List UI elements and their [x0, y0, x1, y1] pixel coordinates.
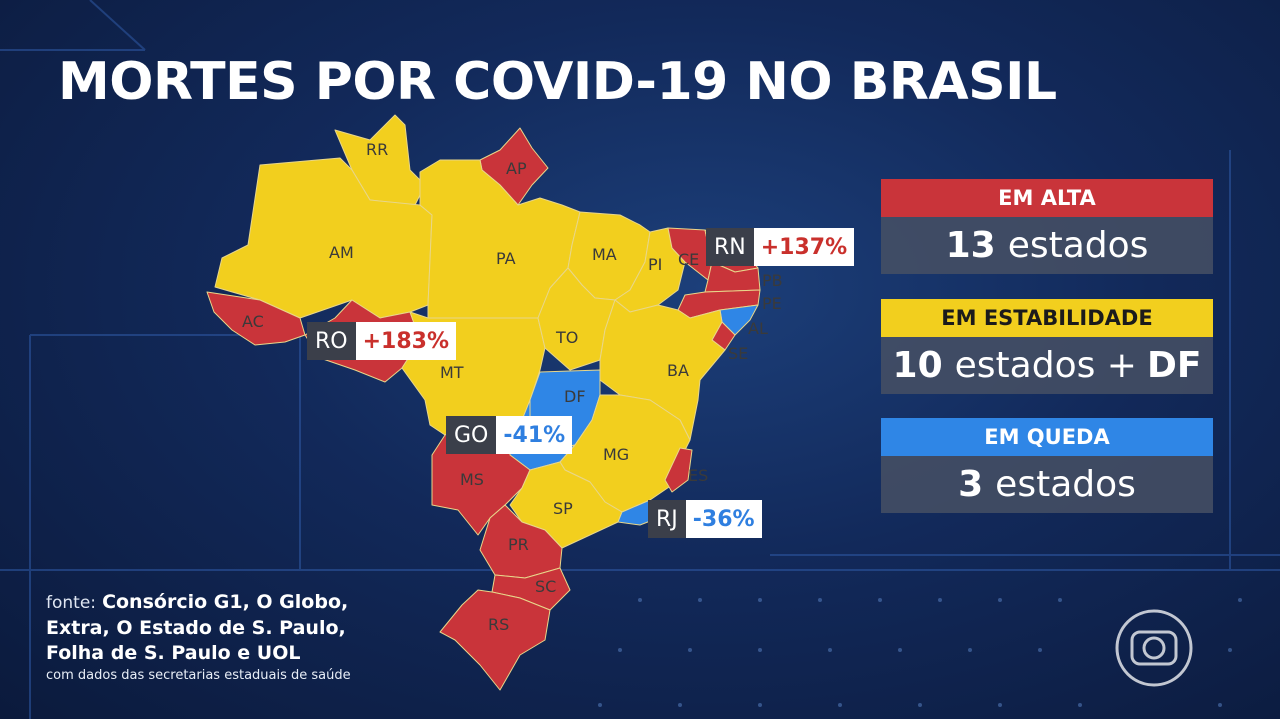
label-RR: RR: [366, 140, 388, 159]
label-PA: PA: [496, 249, 516, 268]
label-PE: PE: [762, 294, 782, 313]
label-AC: AC: [242, 312, 264, 331]
callout-value: +137%: [753, 228, 855, 266]
source-prefix: fonte:: [46, 593, 97, 613]
label-AL: AL: [748, 319, 768, 338]
panel-rising-header: EM ALTA: [881, 179, 1213, 217]
state-PR[interactable]: [479, 504, 563, 579]
panel-falling-unit: estados: [995, 464, 1136, 505]
callout-ro: RO +183%: [307, 322, 457, 360]
source-line-1: Consórcio G1, O Globo,: [102, 591, 349, 613]
panel-rising-count: 13: [945, 225, 996, 266]
label-AP: AP: [506, 159, 527, 178]
callout-value: -36%: [685, 500, 762, 538]
label-BA: BA: [667, 361, 689, 380]
page-title: MORTES POR COVID-19 NO BRASIL: [58, 52, 1057, 112]
state-SP[interactable]: [509, 461, 623, 549]
label-MS: MS: [460, 470, 484, 489]
panel-rising-unit: estados: [1007, 225, 1149, 266]
panel-stable-body: 10 estados + DF: [881, 337, 1213, 394]
source-credits: fonte: Consórcio G1, O Globo, Extra, O E…: [46, 590, 351, 686]
panel-falling-header: EM QUEDA: [881, 418, 1213, 456]
panel-rising: EM ALTA 13 estados: [881, 179, 1213, 274]
panel-falling-count: 3: [958, 464, 984, 505]
label-MA: MA: [592, 245, 617, 264]
label-RS: RS: [488, 615, 509, 634]
globo-logo-icon: [1115, 609, 1193, 687]
panel-falling: EM QUEDA 3 estados: [881, 418, 1213, 513]
label-PB: PB: [762, 271, 783, 290]
callout-code: RO: [307, 322, 356, 360]
state-ES[interactable]: [664, 447, 693, 493]
source-line-3: Folha de S. Paulo e UOL: [46, 642, 301, 664]
label-AM: AM: [329, 243, 354, 262]
source-note: com dados das secretarias estaduais de s…: [46, 668, 351, 683]
state-RS[interactable]: [439, 589, 551, 691]
callout-rj: RJ -36%: [648, 500, 762, 538]
callout-value: -41%: [496, 416, 573, 454]
callout-code: GO: [446, 416, 497, 454]
panel-stable-count: 10: [892, 345, 943, 386]
label-PR: PR: [508, 535, 529, 554]
label-DF: DF: [564, 387, 586, 406]
panel-stable: EM ESTABILIDADE 10 estados + DF: [881, 299, 1213, 394]
callout-rn: RN +137%: [706, 228, 855, 266]
callout-code: RJ: [648, 500, 686, 538]
callout-value: +183%: [355, 322, 457, 360]
panel-falling-body: 3 estados: [881, 456, 1213, 513]
label-CE: CE: [678, 250, 699, 269]
panel-stable-header: EM ESTABILIDADE: [881, 299, 1213, 337]
label-ES: ES: [688, 466, 708, 485]
source-line-2: Extra, O Estado de S. Paulo,: [46, 617, 346, 639]
label-TO: TO: [555, 328, 578, 347]
panel-rising-body: 13 estados: [881, 217, 1213, 274]
callout-go: GO -41%: [446, 416, 573, 454]
state-AC[interactable]: [206, 291, 306, 346]
label-PI: PI: [648, 255, 662, 274]
panel-stable-unit: estados +: [954, 345, 1137, 386]
callout-code: RN: [706, 228, 754, 266]
label-SC: SC: [535, 577, 556, 596]
label-MT: MT: [440, 363, 464, 382]
label-SE: SE: [728, 344, 748, 363]
panel-stable-extra: DF: [1146, 345, 1202, 386]
label-MG: MG: [603, 445, 629, 464]
label-SP: SP: [553, 499, 573, 518]
